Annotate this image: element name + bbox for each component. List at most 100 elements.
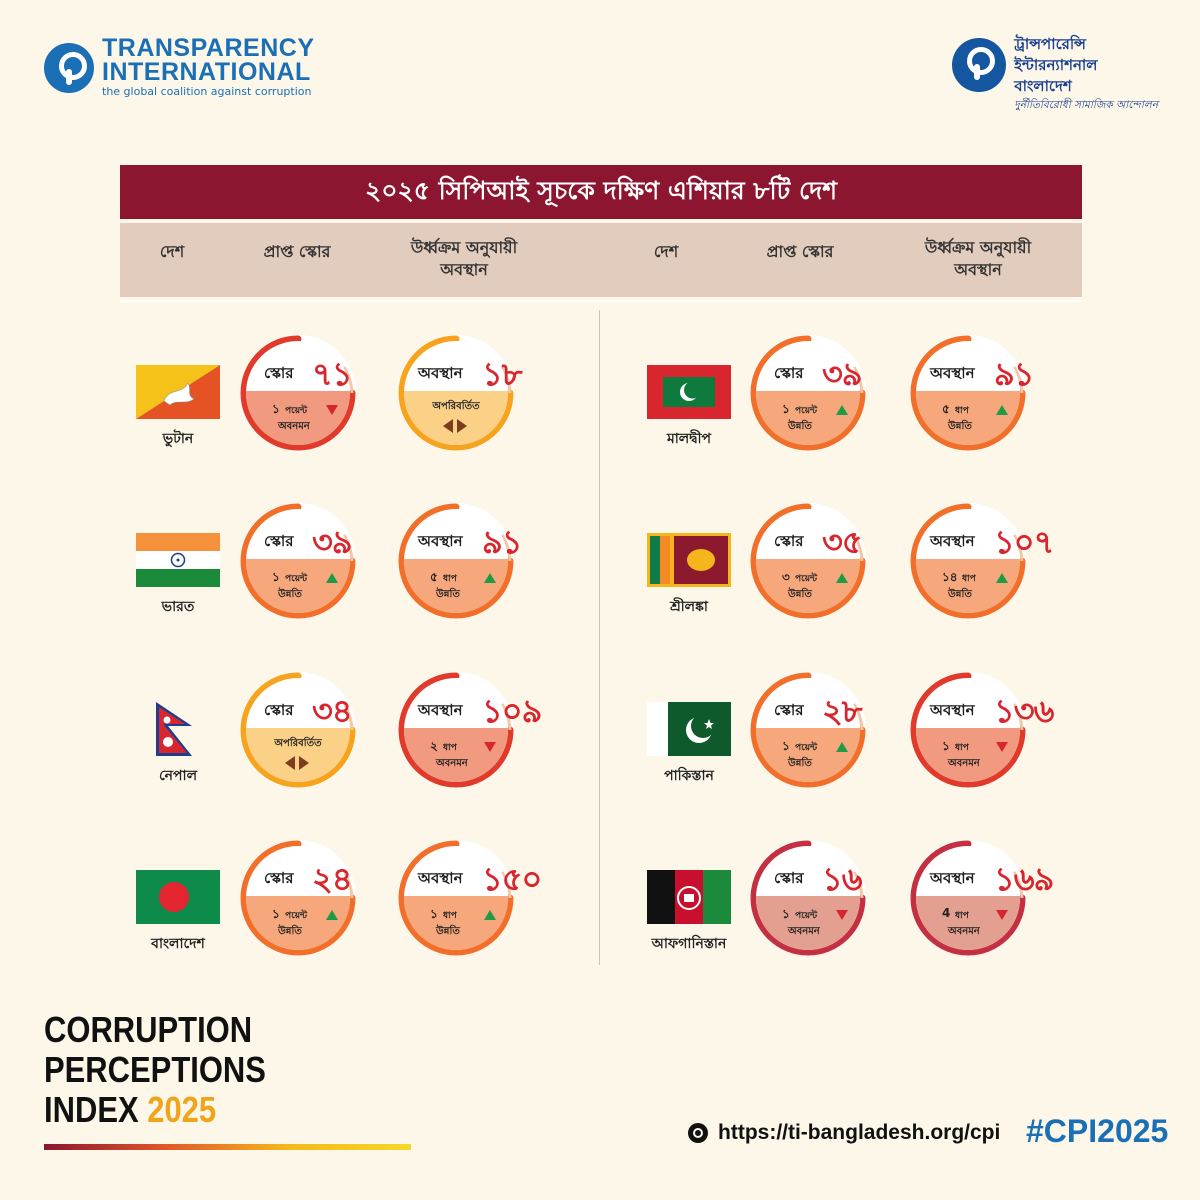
rank-value: ১৫০ — [482, 860, 542, 898]
score-change-unit: পয়েন্ট — [285, 574, 308, 584]
rank-value: ১০৭ — [994, 523, 1054, 561]
score-label: স্কোর — [774, 364, 804, 382]
rank-badge: অবস্থান ১৫০ ১ ধাপ উন্নতি — [398, 840, 542, 956]
rank-badge: অবস্থান ১০৭ ১৪ ধাপ উন্নতি — [910, 503, 1054, 619]
country-name: মালদ্বীপ — [666, 431, 712, 447]
score-change-number: ১ — [272, 402, 280, 416]
header-rank-left: উর্ধ্বক্রম অনুযায়ী অবস্থান — [410, 238, 518, 279]
score-value: ৭১ — [312, 355, 353, 393]
rank-badge: অবস্থান ১৬৯ 4 ধাপ অবনমন — [910, 840, 1054, 956]
rank-value: ১৮ — [482, 355, 523, 393]
country-name: ভুটান — [162, 431, 194, 447]
website-link[interactable]: https://ti-bangladesh.org/cpi — [688, 1121, 1000, 1145]
unchanged-arrows-icon — [285, 756, 311, 770]
tib-name-line1: ট্রান্সপারেন্সি — [1014, 35, 1086, 53]
score-value: ৩৯ — [822, 355, 863, 393]
score-badge: স্কোর ৩৯ ১ পয়েন্ট উন্নতি — [240, 503, 356, 619]
score-value: ৩৪ — [312, 692, 353, 730]
score-value: ১৬ — [822, 860, 863, 898]
score-label: স্কোর — [264, 532, 294, 550]
bhutan-flag — [136, 365, 220, 419]
rank-change-number: 4 — [942, 906, 951, 920]
ti-name-line2: INTERNATIONAL — [102, 58, 311, 86]
score-change-word: অবনমন — [278, 421, 310, 432]
rank-change-number: ১ — [942, 739, 950, 753]
page-title: ২০২৫ সিপিআই সূচকে দক্ষিণ এশিয়ার ৮টি দেশ — [120, 165, 1082, 219]
header-divider — [120, 300, 1082, 302]
arrow-up-icon — [996, 573, 1008, 583]
rank-change-unit: ধাপ — [955, 406, 969, 416]
arrow-up-icon — [326, 910, 338, 920]
score-change-unit: পয়েন্ট — [795, 911, 818, 921]
rank-change-unit: ধাপ — [443, 743, 457, 753]
score-status: অপরিবর্তিত — [274, 738, 322, 749]
score-badge: স্কোর ৩৫ ৩ পয়েন্ট উন্নতি — [750, 503, 866, 619]
rank-change-unit: ধাপ — [955, 911, 969, 921]
bangladesh-flag — [136, 870, 220, 924]
rank-label: অবস্থান — [418, 364, 463, 382]
rank-badge: অবস্থান ৯১ ৫ ধাপ উন্নতি — [910, 335, 1035, 451]
header-score-left: প্রাপ্ত স্কোর — [263, 242, 331, 261]
score-value: ২৪ — [312, 860, 353, 898]
score-change-word: অবনমন — [788, 926, 820, 937]
tib-globe-icon — [952, 38, 1007, 92]
ti-globe-icon — [44, 43, 94, 93]
header-country-left: দেশ — [159, 242, 185, 261]
table-header: দেশ প্রাপ্ত স্কোর উর্ধ্বক্রম অনুযায়ী অব… — [120, 223, 1082, 297]
arrow-down-icon — [484, 742, 496, 752]
score-label: স্কোর — [264, 364, 294, 382]
rank-change-unit: ধাপ — [955, 743, 969, 753]
header-rank-right: উর্ধ্বক্রম অনুযায়ী অবস্থান — [924, 238, 1032, 279]
score-change-unit: পয়েন্ট — [285, 406, 308, 416]
tib-tagline: দুর্নীতিবিরোধী সামাজিক আন্দোলন — [1014, 99, 1158, 111]
arrow-up-icon — [484, 573, 496, 583]
tib-logo: ট্রান্সপারেন্সি ইন্টারন্যাশনাল বাংলাদেশ … — [952, 34, 1158, 113]
rank-badge: অবস্থান ১০৯ ২ ধাপ অবনমন — [398, 672, 542, 788]
rank-label: অবস্থান — [930, 701, 975, 719]
cpi-wordmark: CORRUPTION PERCEPTIONS INDEX 2025 — [44, 1009, 266, 1130]
rank-badge: অবস্থান ১৮ অপরিবর্তিত — [398, 335, 523, 451]
globe-icon — [688, 1123, 708, 1143]
score-badge: স্কোর ৩৪ অপরিবর্তিত — [240, 672, 356, 788]
score-label: স্কোর — [774, 532, 804, 550]
afghanistan-flag — [647, 870, 731, 924]
score-label: স্কোর — [774, 701, 804, 719]
tib-name-line3: বাংলাদেশ — [1014, 77, 1072, 95]
rank-label: অবস্থান — [418, 701, 463, 719]
header-score-right: প্রাপ্ত স্কোর — [766, 242, 834, 261]
arrow-up-icon — [836, 742, 848, 752]
score-label: স্কোর — [264, 701, 294, 719]
rank-change-word: উন্নতি — [436, 926, 460, 937]
score-change-number: ১ — [782, 402, 790, 416]
arrow-up-icon — [836, 405, 848, 415]
arrow-down-icon — [996, 910, 1008, 920]
score-change-word: উন্নতি — [788, 589, 812, 600]
arrow-up-icon — [484, 910, 496, 920]
rank-change-word: উন্নতি — [948, 589, 972, 600]
score-label: স্কোর — [264, 869, 294, 887]
score-label: স্কোর — [774, 869, 804, 887]
column-divider — [599, 310, 600, 965]
arrow-up-icon — [326, 573, 338, 583]
arrow-down-icon — [326, 405, 338, 415]
header-country-right: দেশ — [653, 242, 679, 261]
rank-change-word: অবনমন — [948, 758, 980, 769]
rank-label: অবস্থান — [418, 869, 463, 887]
website-url: https://ti-bangladesh.org/cpi — [718, 1121, 1001, 1144]
rank-label: অবস্থান — [930, 869, 975, 887]
score-value: ২৮ — [822, 692, 863, 730]
score-change-unit: পয়েন্ট — [285, 911, 308, 921]
score-change-word: উন্নতি — [788, 758, 812, 769]
tib-name-line2: ইন্টারন্যাশনাল — [1014, 56, 1098, 74]
ti-name-line1: TRANSPARENCY — [102, 34, 315, 62]
rank-status: অপরিবর্তিত — [432, 401, 480, 412]
score-change-word: উন্নতি — [788, 421, 812, 432]
country-name: ভারত — [161, 599, 195, 615]
score-change-number: ১ — [782, 907, 790, 921]
rank-change-unit: ধাপ — [962, 574, 976, 584]
rank-change-word: উন্নতি — [948, 421, 972, 432]
country-name: বাংলাদেশ — [151, 936, 205, 952]
ti-tagline: the global coalition against corruption — [102, 85, 312, 98]
rank-change-number: ১ — [430, 907, 438, 921]
rank-change-unit: ধাপ — [443, 911, 457, 921]
